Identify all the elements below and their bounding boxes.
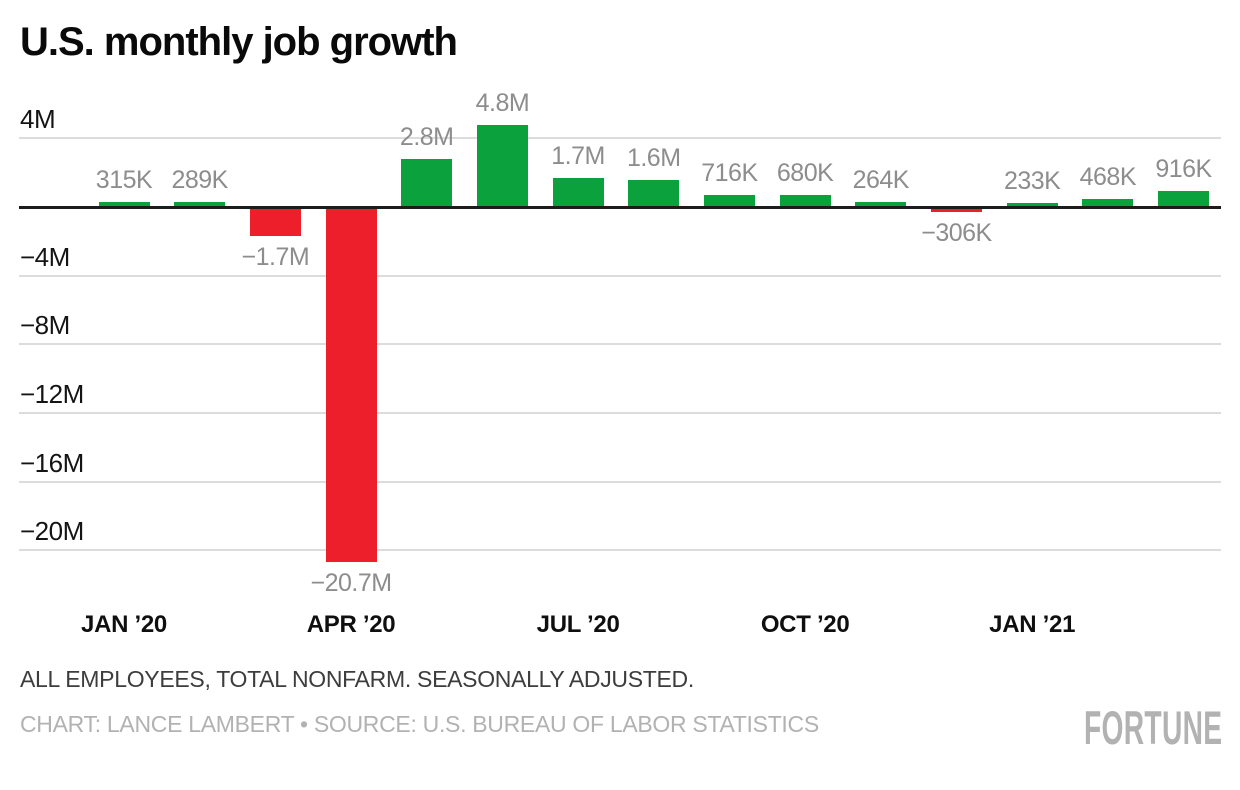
bar-nov-20 [855, 202, 907, 207]
x-tick-label: JAN ’21 [989, 611, 1076, 638]
bar-aug-20 [628, 180, 680, 207]
bar-jan-21 [1006, 203, 1058, 207]
bar-value-label: 289K [171, 166, 228, 194]
bar-mar-21 [1158, 191, 1210, 207]
y-tick-label: −20M [20, 516, 84, 547]
bar-oct-20 [779, 195, 831, 207]
credit-line: CHART: LANCE LAMBERT • SOURCE: U.S. BURE… [20, 711, 819, 737]
bar-value-label: 233K [1003, 167, 1061, 195]
bar-feb-21 [1082, 199, 1134, 207]
x-tick-label: APR ’20 [306, 611, 396, 638]
zero-axis-line [19, 205, 1221, 209]
bar-value-label: −306K [921, 219, 992, 247]
gridline [19, 274, 1221, 277]
fortune-logo: FORTUNE [1084, 701, 1223, 754]
bar-value-label: 1.7M [551, 142, 605, 170]
bar-jan-20 [98, 202, 150, 207]
bar-mar-20 [249, 207, 301, 236]
y-tick-label: −4M [20, 241, 70, 272]
y-tick-label: −16M [20, 447, 84, 478]
bar-jul-20 [552, 178, 604, 207]
y-tick-label: −8M [20, 310, 70, 341]
gridline [19, 343, 1221, 346]
bar-value-label: 716K [701, 159, 758, 187]
gridline [19, 549, 1221, 552]
y-tick-label: −12M [20, 378, 84, 409]
gridline [19, 411, 1221, 414]
bar-may-20 [401, 159, 453, 207]
gridline [19, 480, 1221, 483]
bar-value-label: −1.7M [241, 243, 310, 271]
bar-jun-20 [476, 125, 528, 207]
bar-value-label: 4.8M [475, 89, 530, 117]
gridline [19, 137, 1221, 140]
bar-value-label: 264K [852, 166, 910, 194]
bar-dec-20 [930, 207, 982, 212]
x-tick-label: JUL ’20 [536, 611, 620, 638]
x-tick-label: OCT ’20 [760, 611, 850, 638]
chart-title: U.S. monthly job growth [20, 20, 458, 64]
bar-sep-20 [703, 195, 755, 207]
bar-value-label: 1.6M [626, 144, 681, 172]
bar-value-label: 680K [776, 159, 834, 187]
bar-value-label: 468K [1079, 163, 1137, 191]
bar-apr-20 [325, 207, 377, 562]
footnote: ALL EMPLOYEES, TOTAL NONFARM. SEASONALLY… [20, 666, 694, 692]
y-tick-label: 4M [20, 104, 56, 135]
bar-value-label: 916K [1155, 155, 1212, 183]
bar-feb-20 [174, 202, 226, 207]
bar-value-label: 315K [95, 166, 153, 194]
bar-value-label: −20.7M [310, 569, 392, 597]
x-tick-label: JAN ’20 [81, 611, 167, 638]
bar-value-label: 2.8M [399, 123, 454, 151]
